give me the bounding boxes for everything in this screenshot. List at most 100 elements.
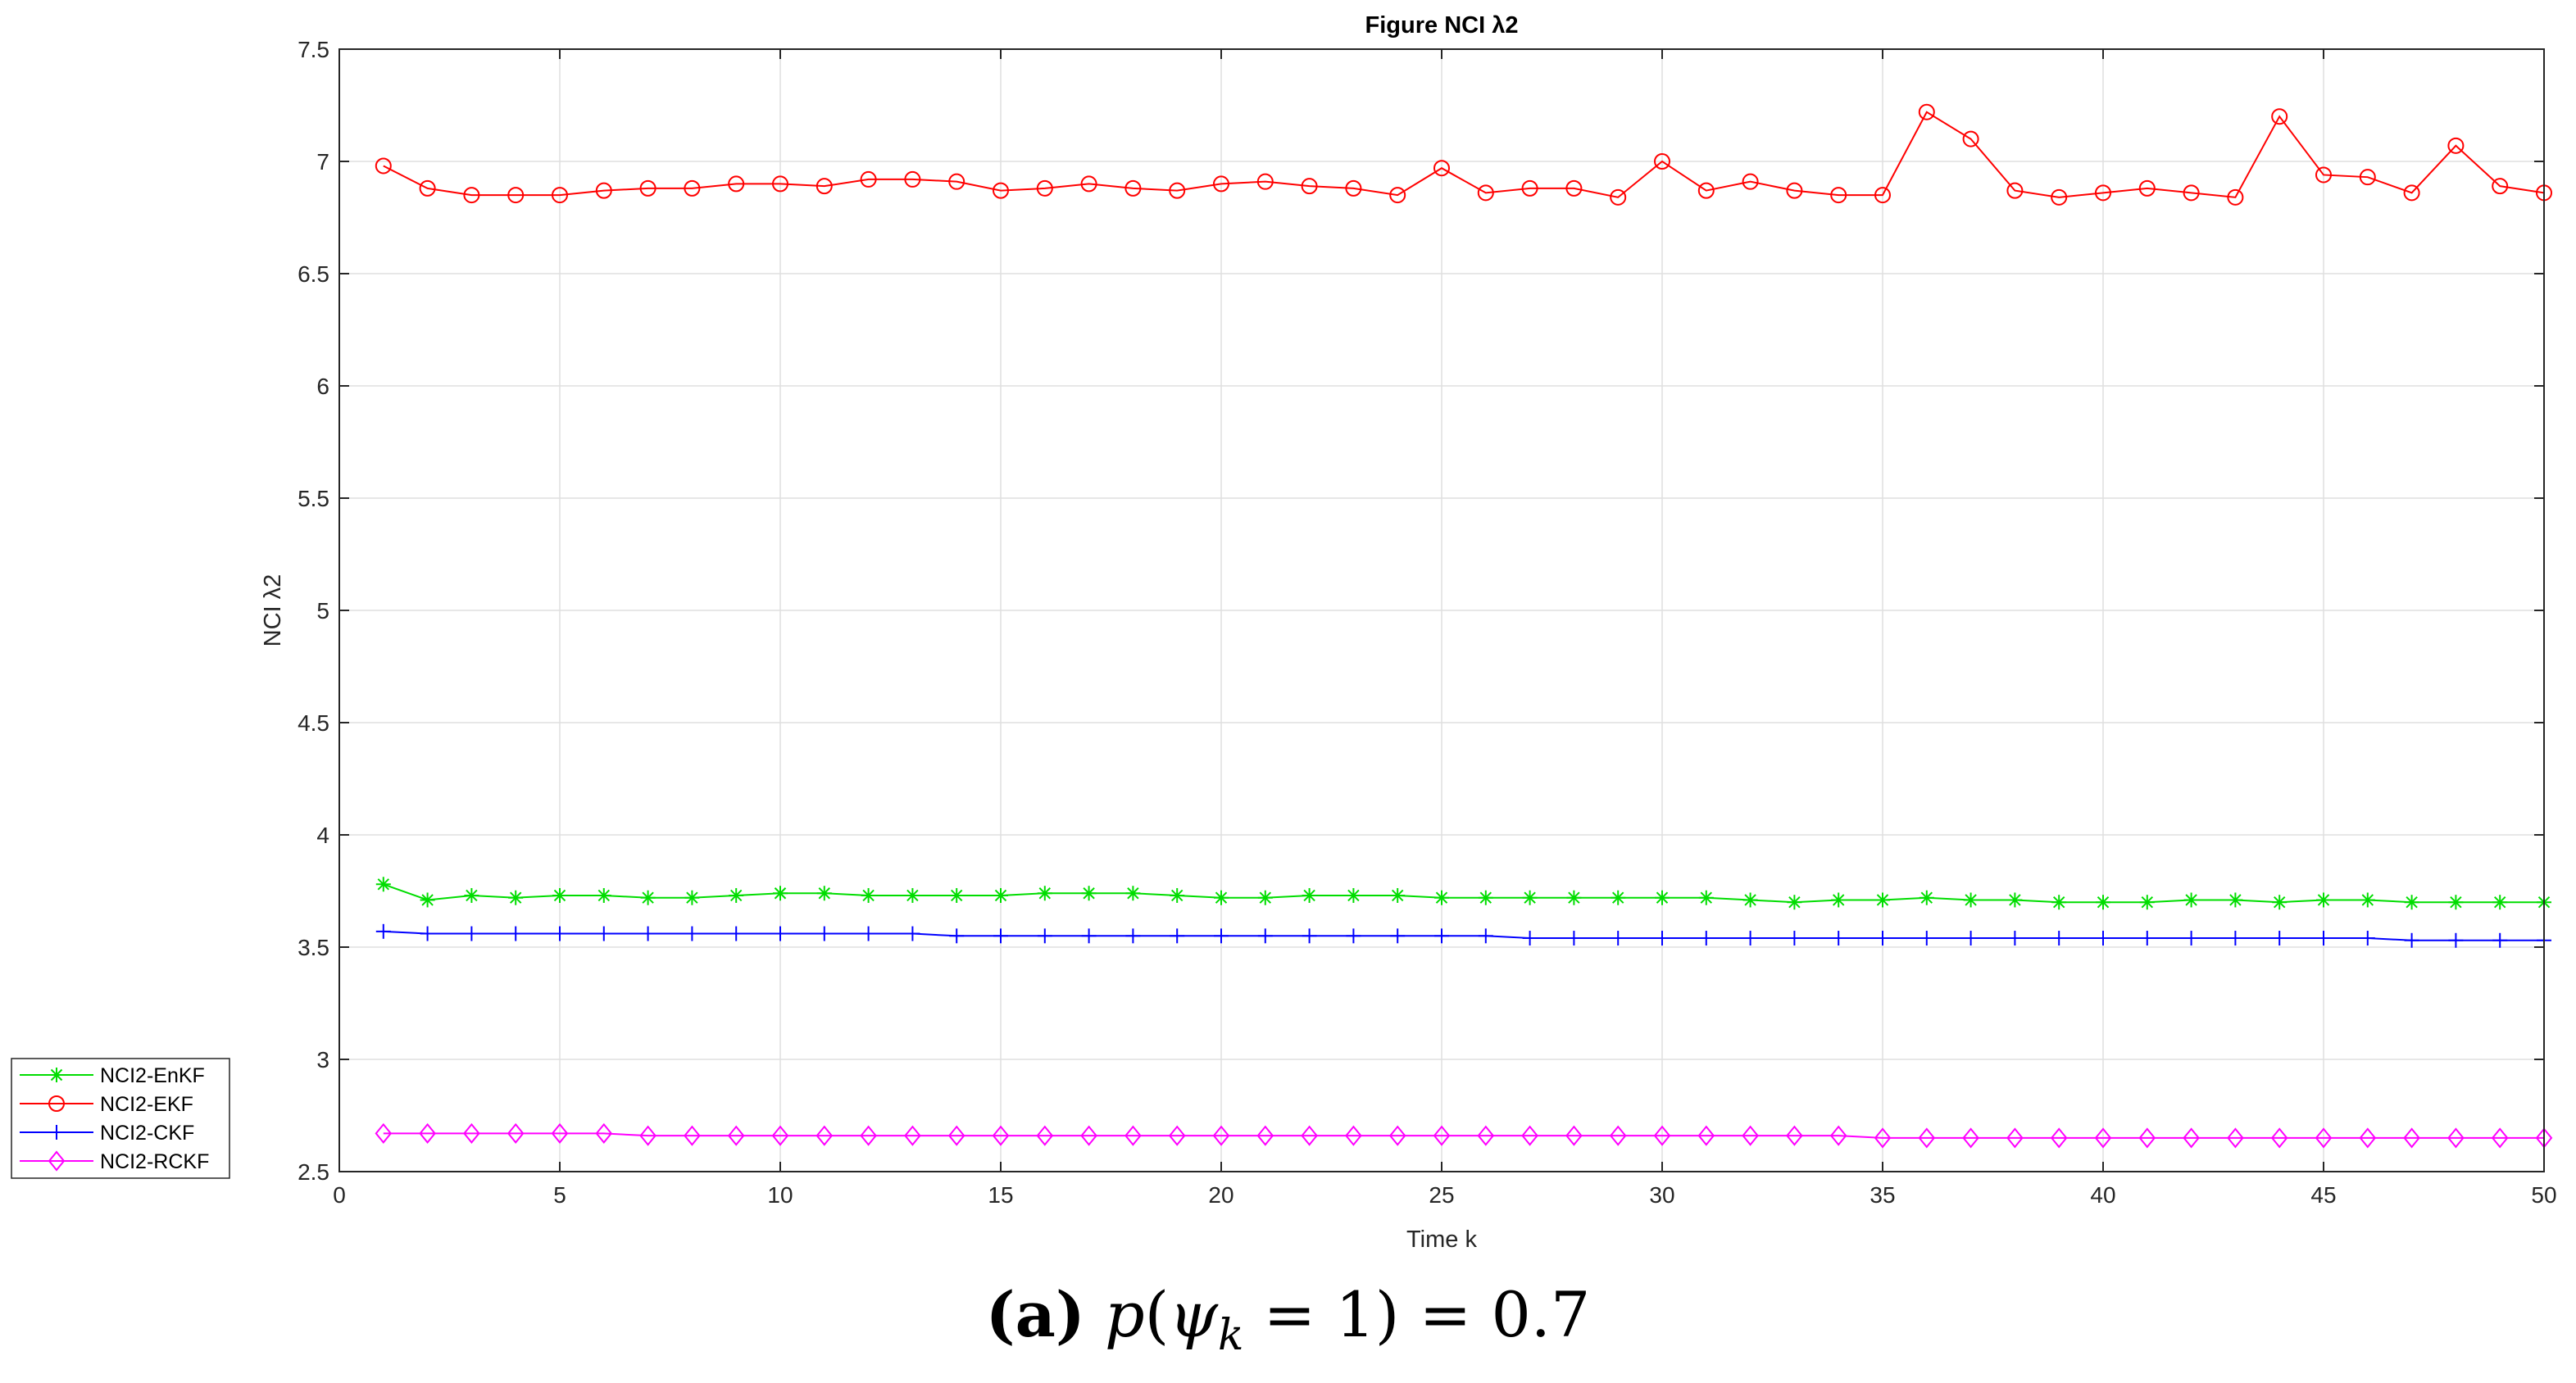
data-point — [1522, 931, 1538, 946]
data-point — [861, 887, 876, 903]
data-point — [1522, 890, 1538, 905]
data-point — [1257, 890, 1273, 905]
data-point — [2315, 1127, 2333, 1149]
axis-ticks: 0 5 10 15 20 25 30 35 40 45 50 2.5 3 3.5 4 4.5 5 5.5 6 6.5 7… — [298, 37, 2557, 1208]
y-tick-label: 6.5 — [298, 261, 329, 287]
data-point — [1081, 886, 1097, 901]
data-point — [1345, 179, 1362, 197]
data-point — [816, 178, 833, 195]
caption-psi: ψ — [1169, 1278, 1218, 1351]
legend-item: NCI2-EKF — [20, 1093, 193, 1116]
data-point — [1346, 928, 1361, 944]
data-point — [1521, 179, 1538, 197]
legend-marker — [48, 1095, 65, 1112]
data-point — [507, 187, 525, 204]
series-nci2-ckf — [375, 923, 2551, 948]
data-point — [1874, 187, 1891, 204]
data-point — [508, 890, 524, 905]
data-point — [1609, 1125, 1627, 1146]
data-point — [904, 170, 921, 188]
series-layer — [375, 103, 2553, 1149]
data-point — [2227, 188, 2244, 206]
data-point — [1831, 892, 1847, 908]
data-point — [1125, 928, 1141, 944]
data-point — [2404, 895, 2419, 910]
data-point — [948, 173, 965, 190]
data-point — [2448, 932, 2464, 948]
data-point — [463, 1122, 480, 1144]
data-point — [949, 928, 965, 944]
x-axis-label: Time k — [1406, 1227, 1477, 1253]
data-point — [947, 1125, 965, 1146]
data-point — [1213, 175, 1229, 193]
data-point — [1742, 1125, 1759, 1146]
data-point — [375, 157, 392, 175]
data-point — [1081, 928, 1097, 944]
y-tick-label: 4.5 — [298, 710, 329, 736]
data-point — [1698, 890, 1714, 905]
data-point — [2051, 895, 2067, 910]
data-point — [2138, 1127, 2156, 1149]
data-point — [2315, 166, 2332, 184]
data-point — [1919, 890, 1934, 905]
data-point — [771, 1125, 789, 1146]
data-point — [905, 887, 920, 903]
data-point — [1611, 890, 1626, 905]
data-point — [2404, 932, 2419, 948]
data-point — [729, 887, 744, 903]
data-point — [1170, 928, 1185, 944]
data-point — [1962, 1127, 1979, 1149]
data-point — [2316, 931, 2331, 946]
data-point — [729, 926, 744, 941]
x-tick-label: 35 — [1870, 1182, 1895, 1208]
figure-caption: (a) p(ψk = 1) = 0.7 — [0, 1278, 2576, 1362]
x-tick-label: 0 — [333, 1182, 346, 1208]
data-point — [1875, 892, 1890, 908]
data-point — [464, 887, 479, 903]
x-tick-label: 25 — [1429, 1182, 1454, 1208]
data-point — [595, 1122, 613, 1144]
data-point — [684, 890, 700, 905]
data-point — [1256, 173, 1274, 190]
legend-marker — [49, 1068, 64, 1082]
data-point — [2492, 178, 2509, 195]
data-point — [1124, 179, 1142, 197]
data-point — [1874, 1127, 1892, 1149]
data-point — [1389, 187, 1406, 204]
data-point — [2183, 184, 2200, 202]
data-point — [1697, 1125, 1715, 1146]
data-point — [1346, 887, 1361, 903]
legend-item: NCI2-CKF — [20, 1122, 194, 1145]
data-point — [640, 890, 656, 905]
data-point — [1786, 182, 1803, 199]
data-point — [1962, 130, 1979, 147]
data-point — [1214, 928, 1229, 944]
data-point — [1875, 931, 1890, 946]
data-point — [905, 926, 920, 941]
data-point — [1963, 931, 1979, 946]
data-point — [1257, 928, 1273, 944]
data-point — [1301, 1125, 1318, 1146]
data-point — [1611, 931, 1626, 946]
data-point — [2272, 895, 2288, 910]
data-point — [1080, 175, 1097, 193]
data-point — [2447, 1127, 2465, 1149]
data-point — [860, 1125, 877, 1146]
data-point — [2492, 895, 2508, 910]
data-point — [1433, 1125, 1451, 1146]
data-point — [684, 1125, 701, 1146]
data-point — [1433, 160, 1450, 177]
y-tick-label: 5 — [316, 598, 329, 623]
x-tick-label: 5 — [553, 1182, 566, 1208]
y-tick-label: 3 — [316, 1047, 329, 1072]
data-point — [1036, 179, 1053, 197]
data-point — [1786, 1125, 1803, 1146]
data-point — [1037, 928, 1052, 944]
data-point — [595, 182, 612, 199]
data-point — [1301, 178, 1318, 195]
data-point — [2051, 188, 2068, 206]
data-point — [993, 887, 1008, 903]
data-point — [1655, 890, 1670, 905]
legend-label: NCI2-RCKF — [100, 1150, 209, 1173]
